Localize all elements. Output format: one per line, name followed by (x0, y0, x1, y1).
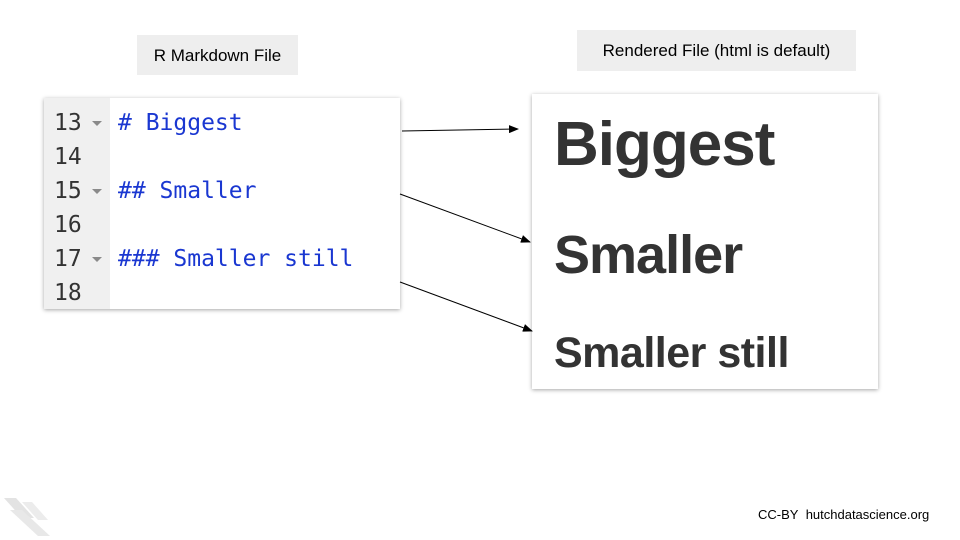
editor-gutter (44, 98, 110, 309)
code-line: 15 ## Smaller (44, 174, 400, 208)
code-line: 13 # Biggest (44, 106, 400, 140)
code-text: # Biggest (118, 110, 243, 136)
fold-arrow-icon[interactable] (92, 189, 102, 194)
arrow-h1 (401, 125, 519, 134)
line-number: 16 (54, 212, 82, 238)
line-number: 15 (54, 178, 82, 204)
arrow-h2 (399, 193, 531, 243)
rendered-file-label-text: Rendered File (html is default) (602, 41, 831, 60)
code-line: 18 (44, 276, 400, 309)
code-text: ## Smaller (118, 178, 257, 204)
rmarkdown-file-label: R Markdown File (137, 35, 298, 75)
code-line: 17 ### Smaller still (44, 242, 400, 276)
code-text: ### Smaller still (118, 246, 354, 272)
site-link[interactable]: hutchdatascience.org (805, 507, 930, 522)
arrow-h3 (399, 281, 533, 332)
rendered-heading-2: Smaller (554, 225, 743, 285)
fold-arrow-icon[interactable] (92, 257, 102, 262)
rendered-heading-1: Biggest (554, 110, 775, 179)
line-number: 17 (54, 246, 82, 272)
rendered-heading-3: Smaller still (554, 329, 789, 377)
fold-arrow-icon[interactable] (92, 121, 102, 126)
hutch-logo-icon (4, 498, 50, 536)
rmarkdown-file-label-text: R Markdown File (153, 45, 282, 65)
code-line: 16 (44, 208, 400, 242)
line-number: 13 (54, 110, 82, 136)
rendered-file-label: Rendered File (html is default) (577, 30, 856, 71)
line-number: 18 (54, 280, 82, 306)
code-line: 14 (44, 140, 400, 174)
line-number: 14 (54, 144, 82, 170)
footer-credit: CC-BY hutchdatascience.org (758, 507, 929, 522)
rendered-output-panel: Biggest Smaller Smaller still (532, 94, 878, 389)
code-editor-panel: 13 # Biggest 14 15 ## Smaller 16 17 ### … (44, 98, 400, 309)
license-text: CC-BY (758, 507, 799, 522)
